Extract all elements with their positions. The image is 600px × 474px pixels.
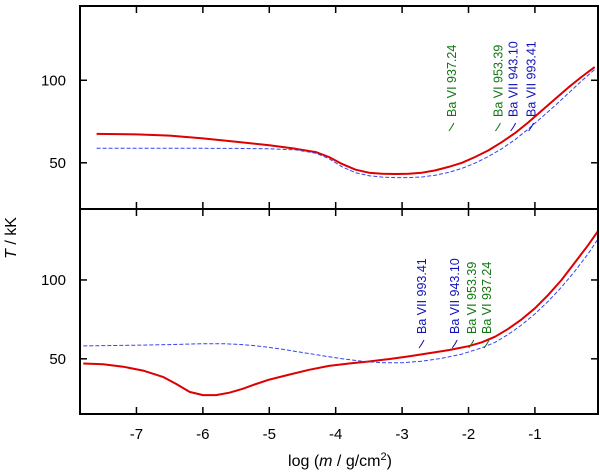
x-axis-label: log (m / g/cm2) — [288, 451, 392, 470]
top-line-label-tick — [494, 122, 501, 132]
x-tick-labels: -7 -6 -5 -4 -3 -2 -1 — [130, 426, 542, 443]
top-line-label-tick — [448, 122, 455, 132]
bottom-y-tick-label: 50 — [49, 351, 66, 368]
top-y-tick-label: 100 — [41, 72, 66, 89]
top-line-label: Ba VI 937.24 — [445, 45, 459, 117]
bottom-plot-frame — [79, 208, 599, 415]
top-line-label: Ba VII 993.41 — [525, 41, 539, 117]
x-tick-label: -7 — [130, 426, 143, 443]
y-axis-label: T / kK — [3, 217, 20, 259]
bottom-series-red-solid — [83, 230, 599, 397]
bottom-line-label: Ba VI 953.39 — [465, 262, 479, 334]
bottom-y-tick-label: 100 — [41, 272, 66, 289]
bottom-line-label-tick — [483, 339, 490, 349]
top-line-label-tick — [510, 122, 517, 132]
bottom-line-label: Ba VII 943.10 — [448, 258, 462, 334]
top-line-label: Ba VI 953.39 — [491, 45, 505, 117]
x-tick-label: -5 — [263, 426, 276, 443]
x-tick-label: -4 — [329, 426, 342, 443]
top-line-label: Ba VII 943.10 — [507, 41, 521, 117]
bottom-line-label-tick — [468, 339, 475, 349]
x-tick-label: -2 — [462, 426, 475, 443]
top-series-red-solid — [96, 66, 596, 175]
bottom-line-label-tick — [451, 339, 458, 349]
top-y-tick-label: 50 — [49, 155, 66, 172]
bottom-series-blue-dashed — [83, 238, 599, 364]
x-tick-label: -1 — [528, 426, 541, 443]
top-panel: 50 100 Ba VI 937.24 Ba VI 953.39 Ba VII 943.… — [41, 5, 599, 210]
bottom-line-label: Ba VI 937.24 — [480, 262, 494, 334]
bottom-line-label: Ba VII 993.41 — [415, 258, 429, 334]
top-line-label-tick — [528, 122, 535, 132]
bottom-panel: 50 100 Ba VII 993.41 Ba VII 943.10 Ba VI 953… — [41, 208, 599, 415]
x-tick-label: -6 — [196, 426, 209, 443]
bottom-line-label-tick — [418, 339, 425, 349]
x-tick-label: -3 — [395, 426, 408, 443]
